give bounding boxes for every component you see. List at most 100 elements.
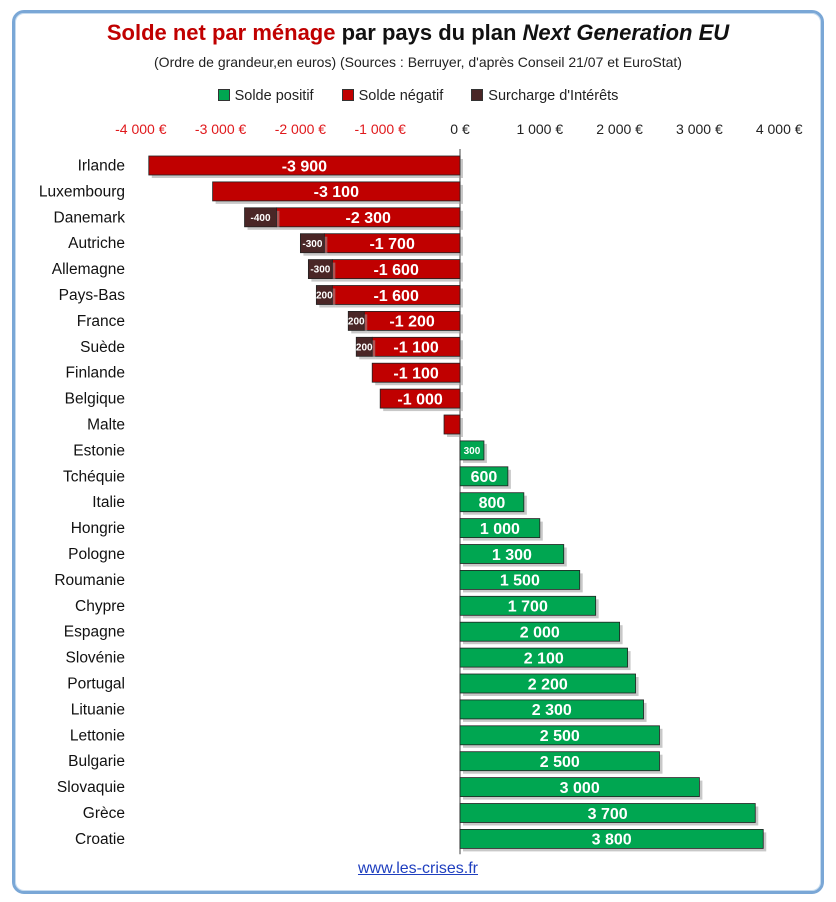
bar-negative bbox=[443, 414, 461, 435]
title-highlight: Solde net par ménage bbox=[106, 20, 336, 45]
x-tick-label: -4 000 € bbox=[115, 121, 167, 137]
bar-negative bbox=[212, 181, 461, 202]
category-label: Croatie bbox=[75, 831, 125, 848]
bar-positive bbox=[459, 570, 581, 590]
bar-label-positive: 1 500 bbox=[500, 573, 540, 590]
category-label: Lettonie bbox=[70, 727, 125, 744]
legend-swatch-interest bbox=[471, 89, 484, 101]
bar-label-interest: 200 bbox=[348, 317, 365, 328]
bar-positive bbox=[459, 544, 565, 564]
bar-positive bbox=[459, 725, 660, 746]
legend-swatch-positive bbox=[217, 89, 230, 101]
category-label: Chypre bbox=[75, 598, 125, 615]
bar-negative bbox=[379, 388, 461, 409]
category-label: Malte bbox=[87, 417, 125, 434]
x-tick-label: 4 000 € bbox=[756, 121, 803, 137]
bar-label-positive: 3 800 bbox=[592, 832, 632, 849]
category-label: Tchéquie bbox=[63, 468, 125, 485]
bar-label-positive: 2 500 bbox=[540, 754, 580, 771]
bar-label-negative: -1 200 bbox=[389, 314, 434, 331]
bar-positive bbox=[459, 492, 525, 513]
bar-label-negative: -3 900 bbox=[282, 158, 327, 175]
bar-label-positive: 3 700 bbox=[588, 806, 628, 823]
bar-interest bbox=[307, 259, 333, 280]
bar-label-positive: 300 bbox=[464, 446, 481, 457]
category-label: Portugal bbox=[67, 676, 125, 693]
legend: Solde positif Solde négatif Surcharge d'… bbox=[0, 88, 836, 104]
bar-label-negative: -1 100 bbox=[393, 340, 438, 357]
category-label: Finlande bbox=[66, 365, 125, 382]
source-link[interactable]: www.les-crises.fr bbox=[357, 860, 478, 877]
legend-swatch-negative bbox=[341, 89, 354, 101]
bar-label-positive: 600 bbox=[471, 469, 498, 486]
bar-label-positive: 2 200 bbox=[528, 676, 568, 693]
category-label: Pologne bbox=[68, 546, 125, 563]
x-tick-label: 3 000 € bbox=[676, 121, 723, 137]
category-label: Slovaquie bbox=[57, 779, 125, 796]
x-tick-label: 1 000 € bbox=[516, 121, 563, 137]
bar-label-positive: 3 000 bbox=[560, 780, 600, 797]
bar-label-interest: 200 bbox=[356, 342, 373, 353]
bar-label-interest: 200 bbox=[316, 291, 333, 302]
category-label: Grèce bbox=[83, 805, 125, 822]
category-label: Italie bbox=[92, 494, 125, 511]
bar-positive bbox=[459, 699, 644, 720]
bar-positive bbox=[459, 621, 621, 642]
bar-label-interest: -300 bbox=[302, 239, 322, 250]
category-label: Slovénie bbox=[66, 650, 125, 667]
bar-label-negative: -1 600 bbox=[373, 262, 418, 279]
legend-label-negative: Solde négatif bbox=[358, 88, 444, 104]
category-label: Luxembourg bbox=[39, 183, 125, 200]
chart-title: Solde net par ménage par pays du plan Ne… bbox=[0, 20, 836, 46]
legend-label-positive: Solde positif bbox=[234, 88, 314, 104]
legend-item-negative: Solde négatif bbox=[341, 88, 444, 104]
category-label: Danemark bbox=[54, 209, 126, 226]
category-label: Estonie bbox=[73, 442, 125, 459]
bar-interest bbox=[315, 285, 333, 305]
bar-label-negative: -1 000 bbox=[397, 391, 442, 408]
title-middle: par pays du plan bbox=[335, 20, 523, 45]
x-tick-label: -3 000 € bbox=[195, 121, 247, 137]
category-label: Suède bbox=[80, 339, 125, 356]
bar-positive bbox=[459, 803, 756, 823]
x-tick-label: 0 € bbox=[450, 121, 470, 137]
bar-positive bbox=[459, 751, 660, 772]
bar-label-interest: -400 bbox=[250, 213, 270, 224]
bar-label-positive: 2 300 bbox=[532, 702, 572, 719]
category-label: Autriche bbox=[68, 235, 125, 252]
legend-item-interest: Surcharge d'Intérêts bbox=[471, 88, 618, 104]
legend-label-interest: Surcharge d'Intérêts bbox=[488, 88, 619, 104]
category-label: Irlande bbox=[78, 158, 125, 175]
category-label: Lituanie bbox=[71, 701, 125, 718]
bar-label-negative: -1 600 bbox=[373, 288, 418, 305]
bar-label-negative: -2 300 bbox=[346, 210, 391, 227]
x-tick-label: 2 000 € bbox=[596, 121, 643, 137]
bar-negative bbox=[148, 155, 461, 176]
x-tick-label: -2 000 € bbox=[275, 121, 327, 137]
bar-label-negative: -1 100 bbox=[393, 365, 438, 382]
category-label: France bbox=[77, 313, 125, 330]
chart-subtitle: (Ordre de grandeur,en euros) (Sources : … bbox=[154, 54, 682, 70]
bar-positive bbox=[459, 518, 541, 538]
bar-positive bbox=[459, 440, 485, 461]
bar-negative bbox=[371, 362, 461, 383]
category-label: Pays-Bas bbox=[59, 287, 126, 304]
bar-positive bbox=[459, 777, 700, 797]
category-label: Espagne bbox=[64, 624, 125, 641]
bar-positive bbox=[459, 595, 597, 616]
category-label: Bulgarie bbox=[68, 753, 125, 770]
bar-label-negative: -1 700 bbox=[369, 236, 414, 253]
x-tick-label: -1 000 € bbox=[355, 121, 407, 137]
category-label: Belgique bbox=[65, 391, 125, 408]
bar-label-positive: 2 000 bbox=[520, 624, 560, 641]
bar-positive bbox=[459, 466, 509, 487]
category-label: Roumanie bbox=[54, 572, 125, 589]
bar-interest bbox=[299, 233, 325, 254]
category-label: Allemagne bbox=[52, 261, 125, 278]
bar-interest bbox=[244, 207, 277, 228]
bar-interest bbox=[355, 336, 373, 357]
category-label: Hongrie bbox=[71, 520, 125, 537]
bar-label-interest: -300 bbox=[310, 265, 330, 276]
bar-label-positive: 1 300 bbox=[492, 547, 532, 564]
